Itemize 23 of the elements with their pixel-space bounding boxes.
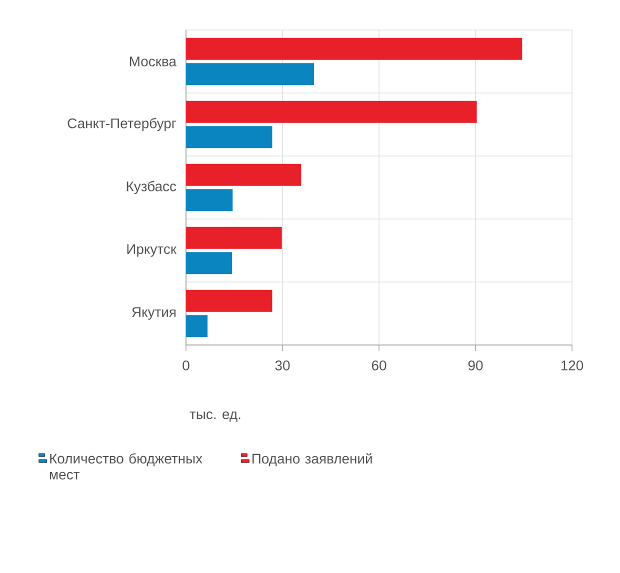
bar	[186, 189, 233, 212]
bar	[186, 126, 272, 148]
bar	[186, 315, 208, 338]
x-tick-label: 90	[468, 360, 483, 370]
y-tick-label: Кузбасс	[126, 180, 176, 194]
bar	[186, 164, 302, 186]
x-tick-label: 0	[182, 360, 190, 370]
bar	[186, 63, 314, 86]
y-tick-label: Якутия	[132, 307, 176, 320]
bar	[186, 100, 477, 123]
y-tick-label: Иркутск	[127, 244, 177, 257]
y-tick-label: Санкт-Петербург	[68, 118, 176, 132]
bar	[186, 226, 282, 249]
y-tick-label: Москва	[130, 56, 176, 66]
x-tick-label: 60	[372, 360, 386, 370]
legend-label: Подано заявлений	[252, 453, 372, 466]
bar	[186, 290, 272, 312]
bar	[186, 252, 232, 274]
x-tick-label: 30	[275, 360, 290, 370]
x-tick-label: 120	[561, 360, 584, 370]
x-axis-title: тыс. ед.	[190, 412, 240, 422]
legend-label: Количество бюджетных мест	[50, 453, 202, 480]
bar	[186, 38, 522, 60]
